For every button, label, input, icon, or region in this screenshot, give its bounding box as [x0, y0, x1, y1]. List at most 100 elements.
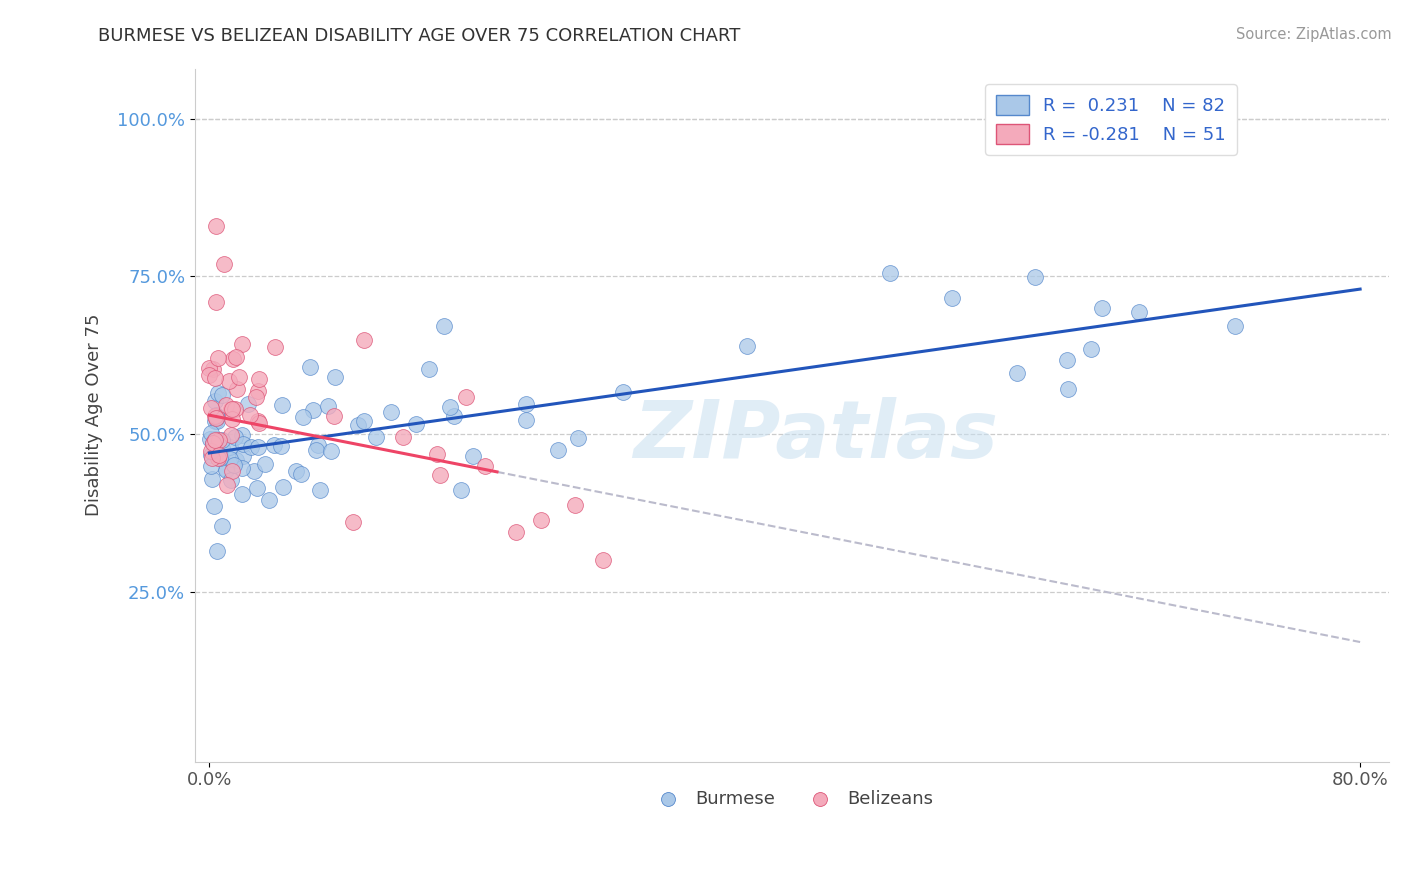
Point	[204, 393, 226, 408]
Point	[291, 410, 314, 425]
Point	[247, 372, 270, 386]
Point	[353, 414, 375, 428]
Point	[429, 468, 451, 483]
Point	[450, 483, 472, 497]
Point	[205, 414, 228, 428]
Point	[247, 414, 270, 428]
Point	[202, 435, 225, 450]
Point	[307, 437, 329, 451]
Point	[215, 398, 238, 412]
Point	[222, 351, 245, 366]
Point	[204, 409, 226, 423]
Point	[735, 339, 758, 353]
Point	[211, 388, 233, 402]
Point	[242, 464, 264, 478]
Point	[1024, 269, 1046, 284]
Point	[219, 427, 242, 442]
Point	[207, 351, 229, 365]
Point	[222, 458, 245, 473]
Point	[232, 437, 254, 451]
Point	[204, 433, 226, 447]
Point	[215, 461, 238, 475]
Point	[405, 417, 427, 432]
Point	[238, 397, 260, 411]
Point	[219, 474, 242, 488]
Point	[208, 448, 231, 462]
Legend: Burmese, Belizeans: Burmese, Belizeans	[643, 782, 941, 815]
Point	[202, 362, 225, 376]
Point	[309, 483, 332, 498]
Point	[879, 266, 901, 280]
Point	[433, 319, 456, 334]
Point	[380, 405, 402, 419]
Text: ZIPatlas: ZIPatlas	[633, 397, 998, 475]
Point	[319, 443, 342, 458]
Point	[426, 447, 449, 461]
Point	[302, 402, 325, 417]
Point	[461, 449, 484, 463]
Point	[198, 368, 221, 383]
Point	[228, 370, 250, 384]
Point	[246, 481, 269, 495]
Y-axis label: Disability Age Over 75: Disability Age Over 75	[86, 314, 103, 516]
Point	[1091, 301, 1114, 315]
Point	[264, 340, 287, 354]
Point	[270, 439, 292, 453]
Point	[1056, 353, 1078, 368]
Point	[323, 409, 346, 423]
Point	[204, 414, 226, 428]
Point	[209, 450, 232, 465]
Point	[353, 333, 375, 347]
Point	[200, 426, 222, 441]
Point	[592, 553, 614, 567]
Point	[232, 450, 254, 464]
Point	[257, 492, 280, 507]
Point	[247, 416, 270, 430]
Point	[567, 431, 589, 445]
Point	[200, 458, 222, 473]
Point	[239, 409, 262, 423]
Point	[211, 519, 233, 533]
Point	[217, 478, 239, 492]
Point	[221, 411, 243, 425]
Point	[200, 401, 222, 416]
Point	[270, 398, 292, 412]
Point	[284, 464, 307, 478]
Point	[207, 433, 229, 447]
Point	[443, 409, 465, 423]
Point	[211, 433, 233, 447]
Point	[198, 432, 221, 446]
Text: BURMESE VS BELIZEAN DISABILITY AGE OVER 75 CORRELATION CHART: BURMESE VS BELIZEAN DISABILITY AGE OVER …	[98, 27, 741, 45]
Point	[205, 544, 228, 558]
Point	[201, 450, 224, 465]
Point	[211, 441, 233, 455]
Point	[530, 513, 553, 527]
Point	[221, 464, 243, 478]
Point	[454, 390, 477, 404]
Point	[212, 257, 235, 271]
Point	[346, 418, 368, 433]
Point	[247, 440, 270, 454]
Point	[1128, 305, 1150, 319]
Point	[215, 463, 238, 477]
Point	[219, 451, 242, 466]
Point	[204, 432, 226, 446]
Point	[474, 458, 496, 473]
Point	[225, 350, 247, 364]
Point	[204, 370, 226, 384]
Text: Source: ZipAtlas.com: Source: ZipAtlas.com	[1236, 27, 1392, 42]
Point	[225, 453, 247, 467]
Point	[202, 499, 225, 513]
Point	[201, 472, 224, 486]
Point	[205, 411, 228, 425]
Point	[231, 461, 253, 475]
Point	[505, 524, 527, 539]
Point	[263, 438, 285, 452]
Point	[200, 444, 222, 458]
Point	[224, 401, 246, 416]
Point	[271, 480, 294, 494]
Point	[515, 413, 537, 427]
Point	[253, 457, 276, 471]
Point	[305, 443, 328, 458]
Point	[247, 384, 270, 398]
